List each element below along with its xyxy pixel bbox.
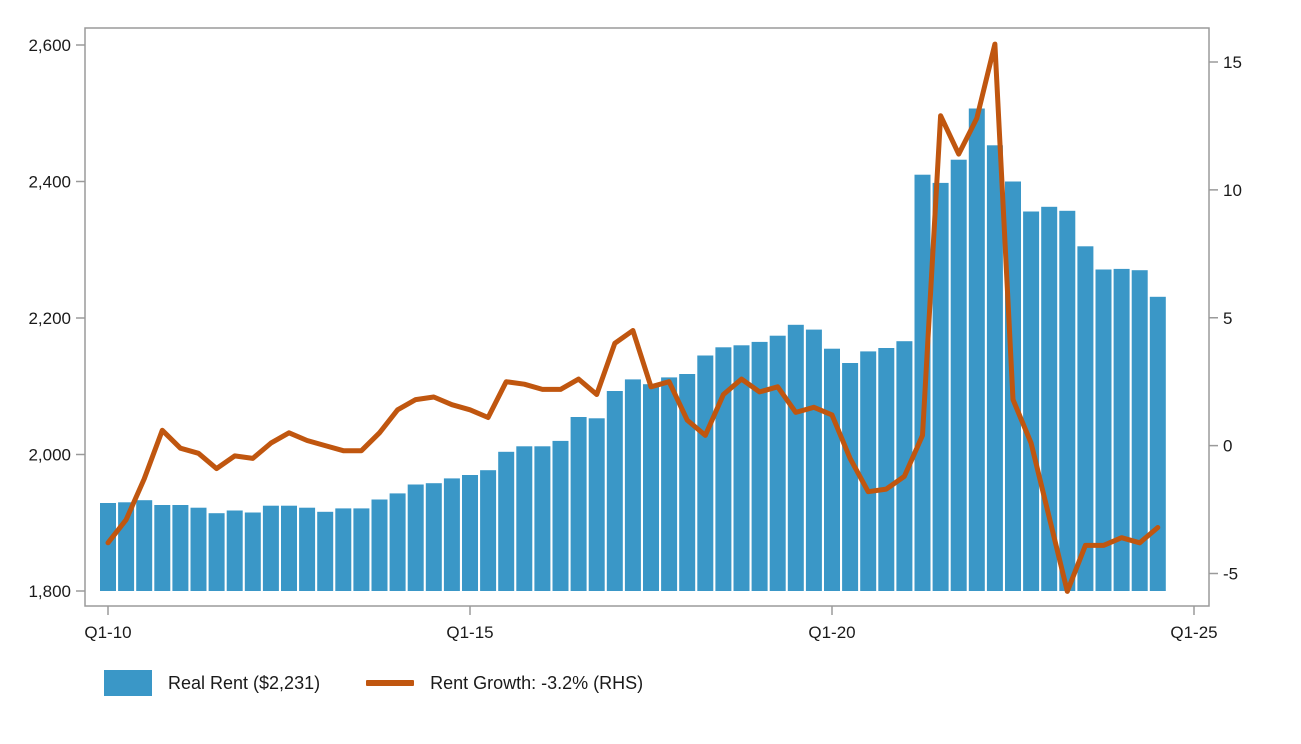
bar-42: [860, 351, 877, 591]
left-axis: 1,800 2,000 2,200 2,400 2,600: [28, 36, 85, 601]
legend-swatch-line: [366, 680, 415, 686]
x-tick-label-3: Q1-25: [1170, 623, 1217, 642]
bar-3: [154, 505, 171, 591]
bar-44: [896, 341, 913, 591]
bar-31: [661, 377, 678, 591]
bar-43: [878, 348, 895, 591]
bar-55: [1095, 269, 1112, 591]
line-series: [105, 41, 1161, 594]
bar-46: [932, 182, 949, 591]
bar-11: [299, 507, 316, 591]
right-tick-label-3: 10: [1223, 181, 1242, 200]
bar-6: [208, 513, 225, 591]
right-tick-label-2: 5: [1223, 309, 1232, 328]
left-tick-label-0: 1,800: [28, 582, 71, 601]
bar-34: [715, 347, 732, 591]
bar-58: [1149, 296, 1166, 591]
left-tick-label-2: 2,200: [28, 309, 71, 328]
bar-41: [842, 363, 859, 591]
right-tick-label-0: -5: [1223, 565, 1238, 584]
x-tick-label-0: Q1-10: [84, 623, 131, 642]
legend-item-rent-growth: Rent Growth: -3.2% (RHS): [366, 673, 643, 694]
bar-48: [968, 108, 985, 591]
x-tick-label-2: Q1-20: [808, 623, 855, 642]
bar-23: [516, 446, 533, 591]
rent-growth-line: [105, 41, 1161, 594]
bar-12: [317, 511, 334, 591]
right-tick-label-1: 0: [1223, 437, 1232, 456]
bar-49: [986, 145, 1003, 592]
bar-51: [1023, 211, 1040, 591]
bar-20: [462, 475, 478, 591]
bar-16: [389, 493, 406, 591]
legend-swatch-bar: [104, 670, 152, 696]
bar-22: [498, 451, 515, 591]
bar-13: [335, 508, 352, 591]
bar-27: [588, 418, 605, 591]
bar-21: [480, 470, 497, 591]
left-tick-label-1: 2,000: [28, 446, 71, 465]
bar-2: [136, 500, 153, 591]
bar-56: [1113, 268, 1130, 591]
bar-26: [570, 417, 587, 591]
legend-label-real-rent: Real Rent ($2,231): [168, 672, 321, 693]
bar-17: [407, 484, 424, 591]
bar-10: [281, 505, 297, 591]
right-axis: -5 0 5 10 15: [1209, 53, 1242, 584]
bar-57: [1131, 270, 1148, 591]
bar-series: [100, 108, 1166, 592]
bar-18: [425, 483, 442, 591]
bar-7: [226, 510, 243, 591]
left-tick-label-4: 2,600: [28, 36, 71, 55]
bar-5: [190, 507, 207, 591]
bar-15: [371, 499, 388, 591]
bar-33: [697, 355, 714, 591]
x-axis: Q1-10 Q1-15 Q1-20 Q1-25: [84, 606, 1218, 642]
bar-9: [262, 505, 279, 591]
bar-39: [805, 329, 822, 591]
left-tick-label-3: 2,400: [28, 173, 71, 192]
bar-28: [606, 391, 623, 591]
bar-35: [733, 345, 750, 591]
legend-label-rent-growth: Rent Growth: -3.2% (RHS): [430, 672, 644, 693]
legend: Real Rent ($2,231) Rent Growth: -3.2% (R…: [104, 670, 689, 696]
bar-19: [443, 478, 460, 591]
legend-item-real-rent: Real Rent ($2,231): [104, 670, 320, 696]
bar-30: [643, 384, 659, 591]
bar-32: [679, 374, 696, 591]
bar-47: [950, 159, 967, 591]
bar-40: [824, 348, 840, 591]
bar-24: [534, 446, 551, 591]
bar-4: [172, 505, 189, 591]
bar-14: [353, 508, 370, 591]
bar-0: [100, 503, 116, 591]
bar-54: [1077, 246, 1094, 592]
bar-8: [244, 512, 261, 591]
bar-38: [787, 324, 804, 591]
bar-37: [769, 335, 786, 591]
x-tick-label-1: Q1-15: [446, 623, 493, 642]
right-tick-label-4: 15: [1223, 53, 1242, 72]
bar-25: [552, 440, 569, 591]
bar-29: [624, 379, 641, 591]
bar-45: [914, 174, 931, 591]
bar-53: [1059, 210, 1076, 592]
bar-36: [751, 341, 768, 591]
